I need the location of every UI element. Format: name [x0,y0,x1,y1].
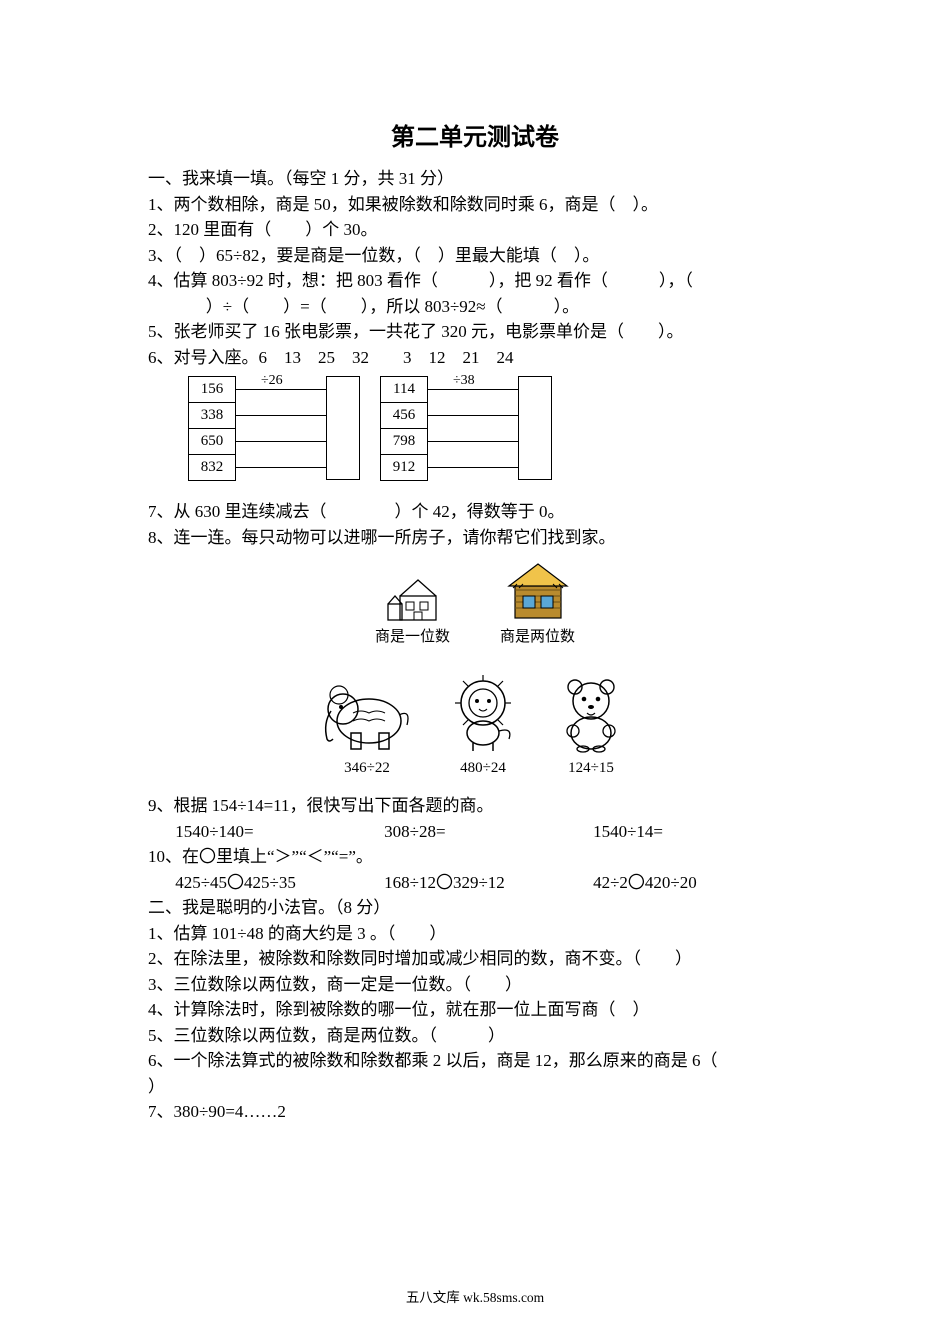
cell-l1: 156 [188,377,236,403]
animal-bear: 124÷15 [551,667,631,780]
animal-lion: 480÷24 [443,667,523,780]
q2-5: 5、三位数除以两位数，商是两位数。（ ） [148,1023,802,1049]
q1-9a: 9、根据 154÷14=11，很快写出下面各题的商。 [148,793,802,819]
cell-r4: 912 [380,455,428,481]
q10b-2: 168÷12〇329÷12 [384,870,593,896]
house-2: 商是两位数 [500,560,575,649]
q1-1: 1、两个数相除，商是 50，如果被除数和除数同时乘 6，商是（ ）。 [148,192,802,218]
cell-r3: 798 [380,429,428,455]
funnel-right-cells: 114 456 798 912 [380,376,428,481]
animal-caption-1: 346÷22 [319,757,415,780]
q1-10a: 10、在〇里填上“＞”“＜”“=”。 [148,844,802,870]
q1-2: 2、120 里面有（ ）个 30。 [148,217,802,243]
op-right: ÷38 [453,370,475,391]
animal-elephant: 346÷22 [319,667,415,780]
house-1: 商是一位数 [375,560,450,649]
q2-6b: ） [148,1074,802,1100]
house-icon-1 [375,560,450,622]
cell-l3: 650 [188,429,236,455]
outbox-left [326,376,360,480]
funnel-right: 114 456 798 912 ÷38 [380,376,552,481]
q1-4a: 4、估算 803÷92 时，想：把 803 看作（ ），把 92 看作（ ），（ [148,268,802,294]
house-caption-1: 商是一位数 [375,626,450,649]
funnel-left-lines: ÷26 [236,376,326,480]
footer: 五八文库 wk.58sms.com [0,1288,950,1308]
cell-l4: 832 [188,455,236,481]
q9b-3: 1540÷14= [593,819,802,845]
bear-icon [551,667,631,753]
outbox-right [518,376,552,480]
q2-4: 4、计算除法时，除到被除数的哪一位，就在那一位上面写商（ ） [148,997,802,1023]
funnel-right-lines: ÷38 [428,376,518,480]
op-left: ÷26 [261,370,283,391]
q2-6a: 6、一个除法算式的被除数和除数都乘 2 以后，商是 12，那么原来的商是 6（ [148,1048,802,1074]
cell-l2: 338 [188,403,236,429]
animal-caption-2: 480÷24 [443,757,523,780]
q1-5: 5、张老师买了 16 张电影票，一共花了 320 元，电影票单价是（ ）。 [148,319,802,345]
section2-header: 二、我是聪明的小法官。（8 分） [148,895,802,921]
q1-9b: 1540÷140= 308÷28= 1540÷14= [148,819,802,845]
q2-2: 2、在除法里，被除数和除数同时增加或减少相同的数，商不变。（ ） [148,946,802,972]
house-caption-2: 商是两位数 [500,626,575,649]
cell-r2: 456 [380,403,428,429]
q2-7: 7、380÷90=4……2 [148,1099,802,1125]
q1-7: 7、从 630 里连续减去（ ）个 42，得数等于 0。 [148,499,802,525]
title: 第二单元测试卷 [148,120,802,156]
q9b-2: 308÷28= [384,819,593,845]
q2-3: 3、三位数除以两位数，商一定是一位数。（ ） [148,972,802,998]
houses-row: 商是一位数 商是两位数 [148,560,802,649]
house-icon-2 [500,560,575,622]
q10b-3: 42÷2〇420÷20 [593,870,802,896]
q1-10b: 425÷45〇425÷35 168÷12〇329÷12 42÷2〇420÷20 [148,870,802,896]
q1-4b: ）÷（ ）=（ ），所以 803÷92≈（ ）。 [148,294,802,320]
animals-row: 346÷22 [148,667,802,780]
funnel-left: 156 338 650 832 ÷26 [188,376,360,481]
funnel-left-cells: 156 338 650 832 [188,376,236,481]
page: 第二单元测试卷 一、我来填一填。（每空 1 分，共 31 分） 1、两个数相除，… [0,0,950,1344]
funnel-diagrams: 156 338 650 832 ÷26 114 456 798 912 [188,376,802,481]
section1-header: 一、我来填一填。（每空 1 分，共 31 分） [148,166,802,192]
q1-6: 6、对号入座。6 13 25 32 3 12 21 24 [148,345,802,371]
q2-1: 1、估算 101÷48 的商大约是 3 。（ ） [148,921,802,947]
q1-8: 8、连一连。每只动物可以进哪一所房子，请你帮它们找到家。 [148,525,802,551]
cell-r1: 114 [380,377,428,403]
animal-caption-3: 124÷15 [551,757,631,780]
q10b-1: 425÷45〇425÷35 [175,870,384,896]
q9b-1: 1540÷140= [175,819,384,845]
q1-3: 3、（ ）65÷82，要是商是一位数，（ ）里最大能填（ ）。 [148,243,802,269]
lion-icon [443,667,523,753]
elephant-icon [319,667,415,753]
